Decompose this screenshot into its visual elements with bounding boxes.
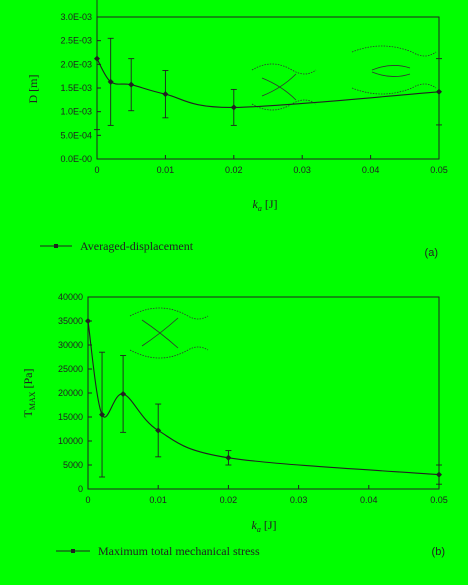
panel-b-data-point [155,427,162,434]
panel-a-ytick-label: 1.5E-03 [60,83,92,93]
panel-b-ytick-label: 35000 [58,316,83,326]
panel-b-xtick-label: 0.04 [360,495,378,505]
panel-a-xtick-label: 0.03 [293,165,311,175]
panel-b-legend: Maximum total mechanical stress [56,544,260,558]
panel-a-tag: (a) [425,247,438,259]
panel-b-ytick-label: 25000 [58,364,83,374]
panel-a-plot-frame [96,16,440,160]
panel-a-legend: Averaged-displacement [40,239,194,253]
panel-b-ytick-label: 30000 [58,340,83,350]
panel-a-data-point [107,78,114,85]
panel-a-ytick-label: 0.0E-00 [60,154,92,164]
panel-b-legend-marker [71,549,75,553]
panel-a-inset-sketch-2 [351,45,437,95]
panel-a-data-point [94,55,100,62]
panel-a-xtick-label: 0.01 [157,165,175,175]
panel-b-ytick-label: 20000 [58,388,83,398]
panel-a-xtick-label: 0.04 [362,165,380,175]
panel-a-data-point [436,88,442,95]
panel-b-ytick-label: 5000 [63,460,83,470]
panel-b-data-point [225,454,232,461]
panel-a-ytick-label: 5.0E-04 [60,130,92,140]
panel-a-xtick-label: 0 [94,165,99,175]
panel-a-ytick-label: 2.5E-03 [60,36,92,46]
panel-a-xtick-label: 0.05 [430,165,448,175]
panel-a-ytick-label: 3.0E-03 [60,12,92,22]
panel-a-xlabel: ka [J] [253,197,278,213]
panel-a-xtick-label: 0.02 [225,165,243,175]
panel-b-ylabel: TMAX[Pa] [21,368,37,417]
panel-b-tag: (b) [432,546,445,558]
panel-a-ylabel: D [m] [26,75,40,104]
panel-a-legend-label: Averaged-displacement [80,239,194,253]
panel-b-ytick-label: 0 [78,484,83,494]
panel-b-data-point [99,411,106,418]
panel-b-data-point [120,390,127,397]
panel-b-xtick-label: 0.02 [220,495,238,505]
panel-b-plot-frame [87,296,440,490]
panel-a: D [m] ka [J] Averaged-displacement (a) [26,16,440,259]
chart-marks: 0.0E-00 5.0E-04 1.0E-03 1.5E-03 2.0E-03 2.5E-… [58,0,448,505]
panel-a-data-point [128,81,135,88]
panel-b-xtick-label: 0.05 [430,495,448,505]
panel-b-inset-sketch [129,307,209,359]
panel-b-xlabel: ka [J] [252,518,277,534]
panel-b-xtick-label: 0.01 [149,495,167,505]
panel-b-data-point [436,471,442,478]
panel-b-series-line [87,320,440,476]
panel-b-data-point [85,318,91,324]
panel-b-ytick-label: 10000 [58,436,83,446]
panel-a-data-point [230,104,237,111]
panel-b-xtick-label: 0 [85,495,90,505]
panel-b-ytick-label: 40000 [58,292,83,302]
panel-a-ytick-label: 2.0E-03 [60,59,92,69]
panel-b-xtick-label: 0.03 [290,495,308,505]
panel-b: TMAX[Pa] ka [J] Maximum total mechanical … [21,296,445,558]
panel-a-legend-marker [54,244,58,248]
panel-b-legend-label: Maximum total mechanical stress [98,544,260,558]
panel-a-inset-sketch-1 [251,63,317,111]
panel-b-ytick-label: 15000 [58,412,83,422]
panel-a-data-point [162,91,169,98]
panel-a-ytick-label: 1.0E-03 [60,107,92,117]
